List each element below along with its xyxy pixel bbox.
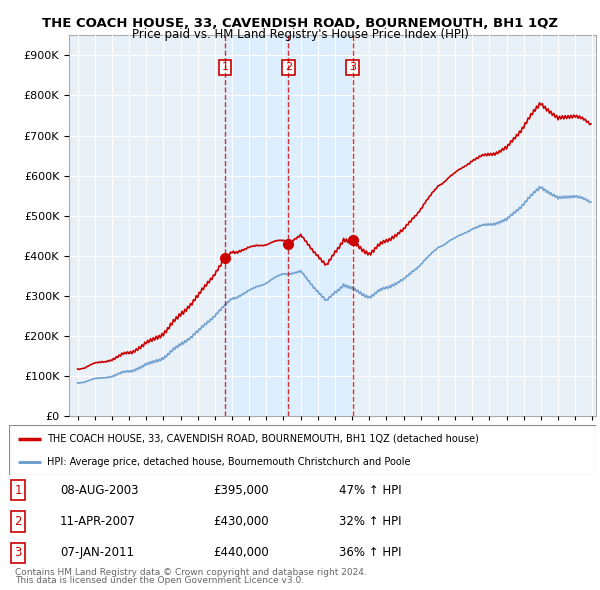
Text: 08-AUG-2003: 08-AUG-2003 [60,484,139,497]
Text: 3: 3 [14,546,22,559]
Text: THE COACH HOUSE, 33, CAVENDISH ROAD, BOURNEMOUTH, BH1 1QZ (detached house): THE COACH HOUSE, 33, CAVENDISH ROAD, BOU… [47,434,479,444]
Text: Contains HM Land Registry data © Crown copyright and database right 2024.: Contains HM Land Registry data © Crown c… [15,568,367,577]
Text: £430,000: £430,000 [213,515,269,528]
Bar [225,35,288,416]
Text: THE COACH HOUSE, 33, CAVENDISH ROAD, BOURNEMOUTH, BH1 1QZ: THE COACH HOUSE, 33, CAVENDISH ROAD, BOU… [42,17,558,30]
Text: 2: 2 [285,63,292,73]
Text: 2: 2 [14,515,22,528]
Text: Price paid vs. HM Land Registry's House Price Index (HPI): Price paid vs. HM Land Registry's House … [131,28,469,41]
Text: £395,000: £395,000 [213,484,269,497]
Text: £440,000: £440,000 [213,546,269,559]
Text: 36% ↑ HPI: 36% ↑ HPI [339,546,401,559]
Text: This data is licensed under the Open Government Licence v3.0.: This data is licensed under the Open Gov… [15,576,304,585]
Text: 11-APR-2007: 11-APR-2007 [60,515,136,528]
Text: 3: 3 [349,63,356,73]
Text: 1: 1 [221,63,229,73]
Text: 32% ↑ HPI: 32% ↑ HPI [339,515,401,528]
Text: 1: 1 [14,484,22,497]
Bar [288,35,353,416]
Text: 07-JAN-2011: 07-JAN-2011 [60,546,134,559]
Text: 47% ↑ HPI: 47% ↑ HPI [339,484,401,497]
Text: HPI: Average price, detached house, Bournemouth Christchurch and Poole: HPI: Average price, detached house, Bour… [47,457,410,467]
